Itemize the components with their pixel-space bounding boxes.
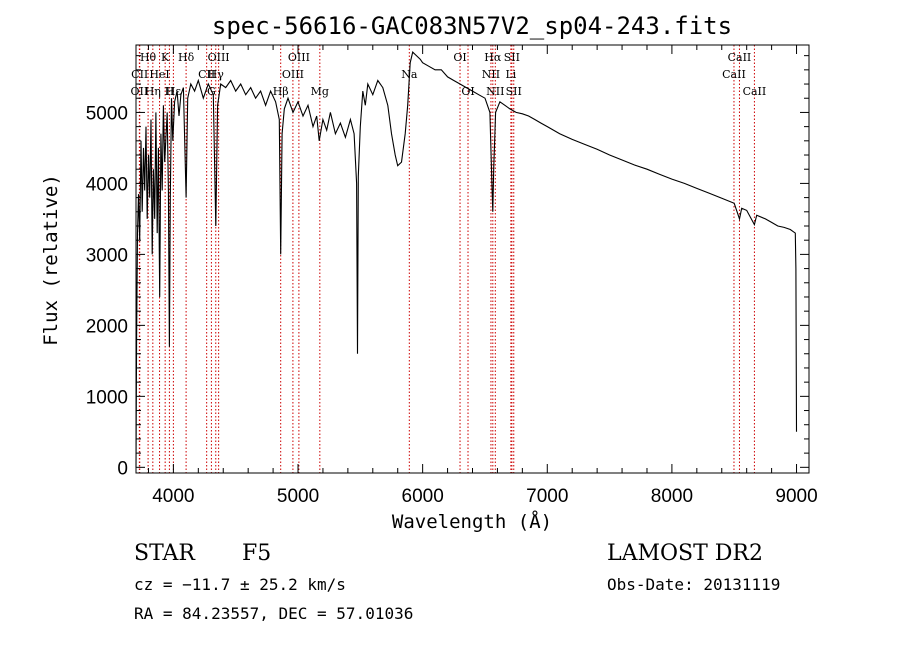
line-marker-label: Hη <box>145 85 161 98</box>
line-marker-label: Hδ <box>178 51 195 64</box>
ra-dec: RA = 84.23557, DEC = 57.01036 <box>134 604 413 623</box>
line-marker-label: OIII <box>288 51 310 64</box>
line-marker-label: Mg <box>311 85 329 98</box>
line-marker-label: OII <box>131 85 149 98</box>
line-marker-label: SII <box>506 85 522 98</box>
line-marker-label: H <box>165 85 175 98</box>
line-marker-label: CaII <box>722 68 746 81</box>
line-marker-label: CII <box>198 68 215 81</box>
line-markers <box>138 45 755 473</box>
y-axis-label: Flux (relative) <box>40 174 62 346</box>
line-marker-label: SII <box>504 51 520 64</box>
x-tick-label: 5000 <box>277 486 319 507</box>
line-marker-label: OIII <box>208 51 230 64</box>
y-tick-label: 3000 <box>86 245 128 266</box>
line-marker-label: OIII <box>282 68 304 81</box>
y-tick-label: 4000 <box>86 174 128 195</box>
line-marker-label: HeI <box>149 68 169 81</box>
survey-name: LAMOST DR2 <box>607 541 763 566</box>
spectrum-line <box>135 51 798 468</box>
obs-date: Obs-Date: 20131119 <box>607 575 780 594</box>
x-tick-label: 6000 <box>402 486 444 507</box>
redshift-cz: cz = −11.7 ± 25.2 km/s <box>134 575 346 594</box>
line-marker-label: Hθ <box>140 51 157 64</box>
x-axis-label: Wavelength (Å) <box>392 510 552 533</box>
object-class: STAR <box>134 541 196 566</box>
line-marker-label: OI <box>453 51 466 64</box>
x-tick-label: 7000 <box>526 486 568 507</box>
chart-title: spec-56616-GAC083N57V2_sp04-243.fits <box>212 12 732 40</box>
line-marker-label: CII <box>131 68 148 81</box>
x-axis-ticks: 4000 5000 6000 7000 8000 9000 <box>147 45 818 507</box>
line-marker-label: Hβ <box>273 85 289 98</box>
line-marker-label: K <box>161 51 170 64</box>
line-marker-label: OI <box>461 85 474 98</box>
y-tick-label: 5000 <box>86 103 128 124</box>
object-subclass: F5 <box>242 541 271 566</box>
line-marker-label: Hα <box>484 51 502 64</box>
line-marker-label: CaII <box>728 51 752 64</box>
line-marker-label: Hε <box>166 85 182 98</box>
x-tick-label: 9000 <box>775 486 817 507</box>
y-tick-label: 0 <box>117 458 128 479</box>
plot-frame <box>135 44 810 474</box>
y-tick-label: 1000 <box>86 387 128 408</box>
x-tick-label: 8000 <box>651 486 693 507</box>
line-marker-label: CaII <box>743 85 767 98</box>
line-marker-label: NII <box>482 68 500 81</box>
line-marker-label: Li <box>505 68 516 81</box>
line-marker-label: NII <box>486 85 504 98</box>
line-marker-label: Hγ <box>208 68 225 81</box>
x-tick-label: 4000 <box>152 486 194 507</box>
y-tick-label: 2000 <box>86 316 128 337</box>
y-axis-ticks: 0 1000 2000 3000 4000 5000 <box>86 55 809 479</box>
